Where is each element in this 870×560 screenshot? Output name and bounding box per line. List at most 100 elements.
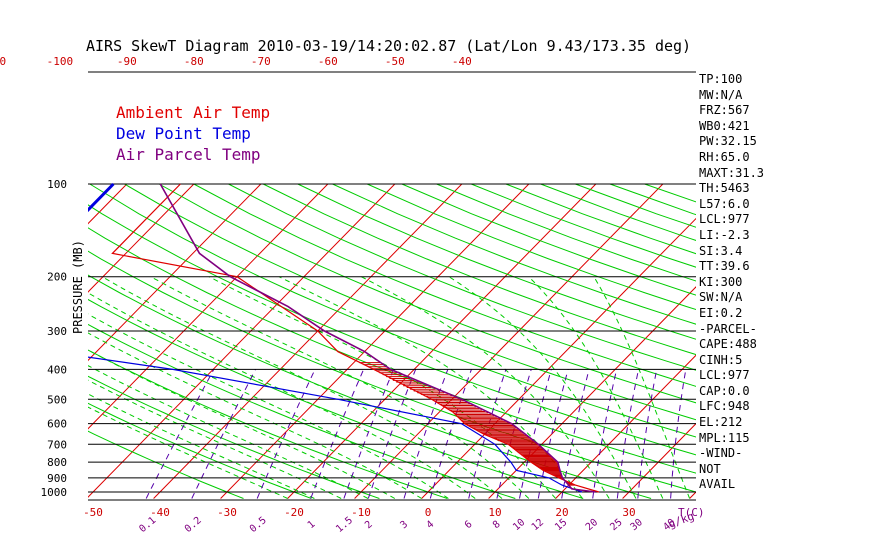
mixing-ratio-line [616,369,639,499]
mixing-ratio-line [145,369,215,499]
mixing-ratio-tick-label: 0.2 [183,515,204,535]
stat-line: LCL:977 [699,212,750,227]
stat-line: -WIND- [699,446,743,461]
top-temp-tick-label: -40 [452,55,472,68]
dry-adiabat-line [297,183,696,340]
moist-adiabat-line [150,276,530,499]
bottom-temp-tick-label: -30 [217,506,237,519]
stat-line: LI:-2.3 [699,227,750,242]
mixing-ratio-line [343,369,395,499]
dry-adiabat-line [228,183,696,371]
mixing-ratio-unit-label: g/kg [667,510,696,531]
mixing-ratio-line [468,369,507,499]
stat-line: MAXT:31.3 [699,165,765,180]
stat-line: AVAIL [699,477,736,492]
bottom-temp-tick-label: 0 [425,506,432,519]
bottom-temp-tick-label: 20 [555,506,568,519]
mixing-ratio-tick-label: 30 [629,517,645,533]
mixing-ratio-tick-label: 20 [584,517,600,533]
isotherm-line [421,217,696,499]
isotherm-line [88,183,262,362]
mixing-ratio-line [592,369,618,499]
stat-line: CAP:0.0 [699,383,750,398]
mixing-ratio-tick-label: 12 [530,517,546,533]
stat-line: PW:32.15 [699,134,757,149]
dry-adiabat-line [88,375,380,499]
moist-adiabat-line [88,406,288,499]
stat-line: WB0:421 [699,118,750,133]
ambient-air-temp-line [111,183,600,493]
mixing-ratio-line [537,369,569,499]
stat-line: TH:5463 [699,181,750,196]
stat-line: MPL:115 [699,430,750,445]
pressure-tick-label: 100 [47,178,67,191]
dry-adiabat-line [88,430,244,499]
dry-adiabat-line [158,183,696,404]
dew-point-temp-line [88,183,583,493]
isotherm-line [622,422,696,499]
dry-adiabat-line [262,183,696,356]
stat-line: NOT [699,461,721,476]
moist-adiabat-line [448,276,637,499]
moist-adiabat-line [101,276,503,499]
isotherm-line [220,183,530,499]
moist-adiabat-line [88,379,342,499]
top-temp-tick-label: -110 [0,55,6,68]
isotherm-line [0,184,60,499]
mixing-ratio-tick-label: 1 [306,519,318,531]
dry-adiabat-line [88,298,584,499]
mixing-ratio-line [637,369,658,499]
legend-item: Ambient Air Temp [116,103,270,122]
mixing-ratio-tick-label: 25 [608,517,624,533]
bottom-temp-tick-label: -40 [150,506,170,519]
moist-adiabat-line [528,276,664,499]
dry-adiabat-line [124,183,696,421]
mixing-ratio-tick-label: 2 [363,519,375,531]
stat-line: CINH:5 [699,352,743,367]
legend-item: Air Parcel Temp [116,145,261,164]
mixing-ratio-line [367,369,417,499]
mixing-ratio-tick-label: 10 [511,517,527,533]
moist-adiabat-line [88,365,369,499]
isotherm-line [88,183,128,225]
dry-adiabat-line [88,323,516,499]
moist-adiabat-line [593,276,691,499]
pressure-tick-label: 200 [47,271,67,284]
top-temp-tick-label: -100 [47,55,74,68]
legend-item: Dew Point Temp [116,124,251,143]
mixing-ratio-line [256,369,316,499]
pressure-tick-label: 300 [47,325,67,338]
stat-line: KI:300 [699,274,743,289]
dew-point-top-segment [88,182,115,213]
stat-line: CAPE:488 [699,337,757,352]
dry-adiabat-line [88,349,448,499]
dry-adiabat-line [88,204,696,456]
mixing-ratio-line [310,369,365,499]
isotherm-line [153,183,463,499]
moist-adiabat-line [208,276,556,499]
stat-line: FRZ:567 [699,103,750,118]
mixing-ratio-tick-label: 0.5 [248,515,269,535]
dry-adiabat-line [88,250,696,493]
pressure-tick-label: 400 [47,363,67,376]
chart-title: AIRS SkewT Diagram 2010-03-19/14:20:02.8… [86,37,691,55]
moist-adiabat-line [88,393,315,499]
stat-line: TT:39.6 [699,259,750,274]
stat-line: L57:6.0 [699,196,750,211]
bottom-temp-tick-label: -10 [351,506,371,519]
moist-adiabat-line [88,292,476,499]
stat-line: MW:N/A [699,87,743,102]
pressure-tick-label: 800 [47,456,67,469]
dry-adiabat-line [332,183,696,325]
moist-adiabat-line [361,276,610,499]
stat-line: TP:100 [699,72,743,86]
stat-line: LFC:948 [699,399,750,414]
top-temp-tick-label: -80 [184,55,204,68]
stat-line: RH:65.0 [699,149,750,164]
bottom-temp-tick-label: 30 [622,506,635,519]
isotherm-line [287,183,597,499]
pressure-tick-label: 900 [47,472,67,485]
bottom-temp-tick-label: 10 [488,506,501,519]
pressure-tick-label: 700 [47,438,67,451]
